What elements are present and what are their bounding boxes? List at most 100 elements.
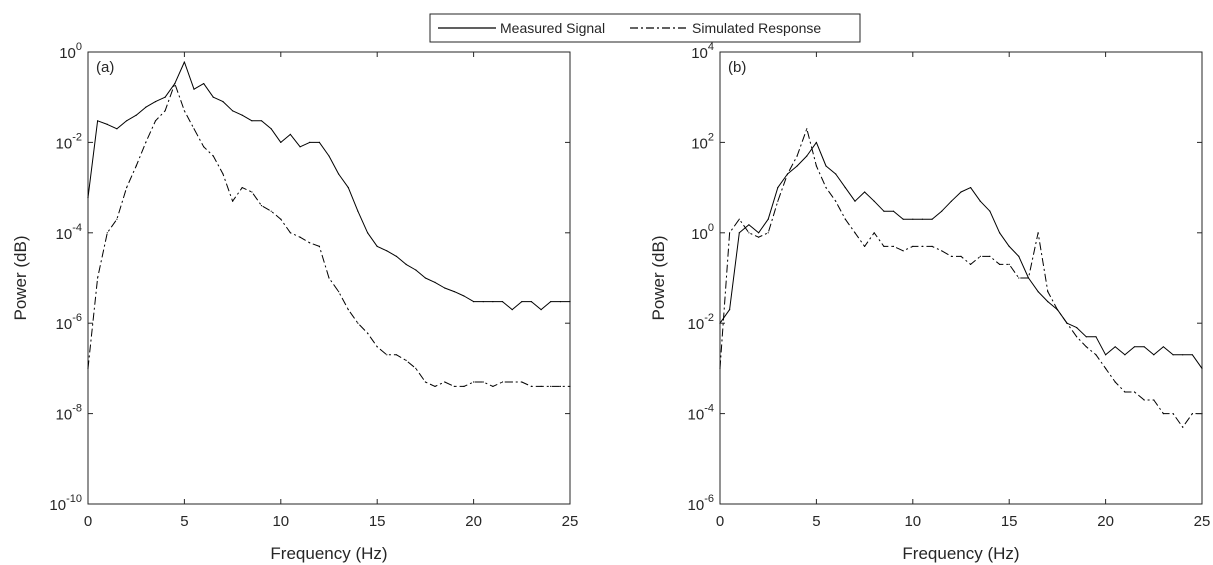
panel-b-series-point bbox=[1201, 367, 1203, 369]
panel-b-series-point bbox=[1191, 413, 1193, 415]
panel-b-series-point bbox=[1153, 354, 1155, 356]
panel-a-x-tick-label: 20 bbox=[465, 513, 482, 530]
panel-a-series-point bbox=[299, 146, 301, 148]
panel-b-y-tick-label: 10-6 bbox=[688, 493, 714, 514]
panel-a-label: (a) bbox=[96, 59, 114, 76]
panel-a-series-point bbox=[338, 291, 340, 293]
panel-a-series-point bbox=[164, 110, 166, 112]
panel-a-series-point bbox=[559, 385, 562, 387]
panel-b-series-point bbox=[796, 155, 798, 157]
panel-b-series-point bbox=[1114, 346, 1116, 348]
panel-a-series-point bbox=[241, 187, 243, 189]
panel-a-series-point bbox=[97, 120, 99, 122]
panel-b-series-point bbox=[960, 255, 962, 257]
panel-b-series-point bbox=[979, 200, 981, 202]
panel-a-series-point bbox=[492, 385, 494, 387]
panel-b-series-point bbox=[883, 210, 885, 212]
panel-a-series-point bbox=[260, 205, 263, 207]
panel-a-series-point bbox=[463, 385, 465, 387]
panel-b-series-point bbox=[892, 245, 895, 247]
panel-b-series-point bbox=[1124, 354, 1126, 356]
panel-a-series-point bbox=[347, 309, 349, 311]
panel-a-series-point bbox=[386, 250, 388, 252]
panel-a-y-ticks: 10-10 10-8 10-6 10-4 10-2 100 bbox=[49, 41, 570, 514]
panel-a-series-point bbox=[251, 191, 253, 193]
panel-a-series-point bbox=[357, 322, 359, 324]
panel-b-series-point bbox=[1095, 354, 1097, 356]
panel-b-series-point bbox=[902, 218, 904, 220]
panel-a-series-point bbox=[280, 218, 282, 220]
panel-a-series-point bbox=[424, 277, 426, 279]
panel-a-x-tick-label: 10 bbox=[272, 513, 289, 530]
panel-b-series-point bbox=[950, 200, 953, 202]
panel-a-series-point bbox=[193, 128, 195, 130]
panel-b-series-point bbox=[873, 232, 875, 234]
panel-a-series-point bbox=[569, 301, 571, 303]
panel-b-series-point bbox=[825, 187, 827, 189]
panel-b-series-point bbox=[758, 232, 760, 234]
panel-a-x-tick-label: 25 bbox=[562, 513, 579, 530]
panel-a-series-simulated-response bbox=[87, 83, 570, 387]
panel-b-series-point bbox=[950, 255, 953, 257]
panel-a-series-point bbox=[193, 88, 195, 90]
panel-b-series-point bbox=[1162, 413, 1164, 415]
panel-a-series-point bbox=[376, 346, 378, 348]
panel-a-series-point bbox=[87, 197, 89, 199]
panel-b-series-point bbox=[864, 191, 866, 193]
panel-b-plot-area bbox=[719, 128, 1203, 428]
panel-a-series-point bbox=[444, 287, 446, 289]
legend: Measured Signal Simulated Response bbox=[429, 13, 861, 43]
panel-b-x-tick-label: 25 bbox=[1194, 513, 1211, 530]
panel-a-series-point bbox=[126, 120, 128, 122]
panel-b-series-point bbox=[1085, 336, 1087, 338]
panel-b-series-point bbox=[960, 191, 962, 193]
panel-b-series-point bbox=[1008, 263, 1010, 265]
panel-a-series-point bbox=[453, 385, 455, 387]
panel-b-series-point bbox=[748, 232, 750, 234]
panel-a-series-point bbox=[434, 385, 436, 387]
panel-a-x-tick-label: 5 bbox=[180, 513, 188, 530]
panel-a-series-point bbox=[473, 301, 475, 303]
panel-b-series-point bbox=[1105, 354, 1107, 356]
panel-b-series-point bbox=[815, 165, 818, 167]
panel-a-series-point bbox=[203, 146, 205, 148]
panel-a-series-point bbox=[367, 332, 369, 334]
panel-a-series-point bbox=[212, 96, 214, 98]
panel-a-series-point bbox=[415, 367, 417, 369]
panel-b-series-point bbox=[1153, 399, 1155, 401]
panel-b-series-point bbox=[883, 245, 885, 247]
panel-a-series-point bbox=[299, 236, 301, 238]
panel-a-series-point bbox=[521, 301, 523, 303]
panel-b-series-point bbox=[777, 187, 779, 189]
panel-a-series-point bbox=[540, 385, 542, 387]
panel-a-series-point bbox=[222, 173, 224, 175]
panel-a-series-point bbox=[424, 381, 426, 383]
panel-b-series-point bbox=[1047, 301, 1049, 303]
panel-b-series-point bbox=[970, 263, 972, 265]
panel-a-series-point bbox=[145, 141, 147, 143]
panel-a-series-point bbox=[338, 173, 340, 175]
panel-b-x-tick-label: 20 bbox=[1097, 513, 1114, 530]
panel-a-series-point bbox=[530, 385, 533, 387]
panel-b-series-point bbox=[912, 218, 914, 220]
panel-b-series-point bbox=[1076, 336, 1078, 338]
panel-a-series-point bbox=[550, 301, 552, 303]
panel-a-y-tick-label: 10-10 bbox=[49, 493, 82, 514]
panel-b-series-point bbox=[806, 128, 808, 130]
panel-b-series-point bbox=[844, 187, 846, 189]
panel-a-y-tick-label: 100 bbox=[59, 41, 82, 62]
panel-b-series-point bbox=[777, 200, 779, 202]
legend-box bbox=[429, 13, 861, 43]
panel-a-y-tick-label: 10-8 bbox=[56, 403, 82, 424]
panel-a-series-point bbox=[232, 200, 234, 202]
panel-a-series-point bbox=[550, 385, 552, 387]
panel-a-series-point bbox=[116, 218, 118, 220]
panel-a-series-point bbox=[530, 301, 533, 303]
panel-a-series-point bbox=[559, 301, 562, 303]
panel-a-series-point bbox=[328, 277, 330, 279]
panel-a-series-point bbox=[453, 291, 455, 293]
panel-b-series-point bbox=[748, 224, 750, 226]
panel-a-series-point bbox=[309, 141, 311, 143]
panel-b-x-tick-label: 0 bbox=[716, 513, 724, 530]
panel-b-series-point bbox=[1133, 346, 1136, 348]
